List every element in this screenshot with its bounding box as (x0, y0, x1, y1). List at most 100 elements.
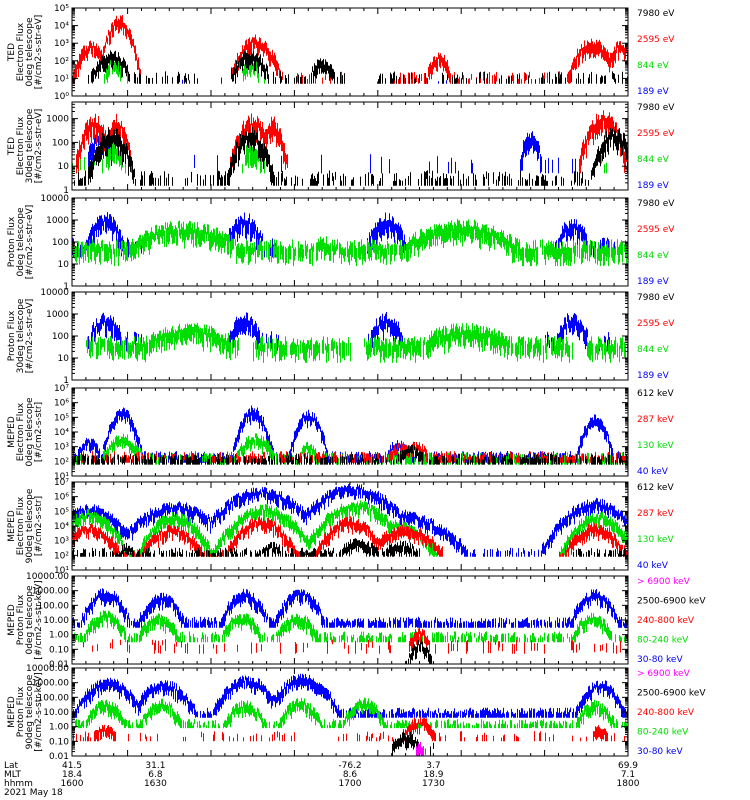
legend-189-ev: 189 eV (637, 371, 670, 381)
panel-1-ylabel: TEDElectron Flux0deg telescope[#/cm2-s-s… (7, 15, 44, 90)
ylabel-line: 90deg telescope (25, 674, 35, 749)
series-2500-6900-kev (406, 639, 434, 664)
y-tick-label: 10⁷ (54, 478, 69, 488)
legend-189-ev: 189 eV (637, 181, 670, 191)
y-tick-label: 10³ (54, 537, 69, 547)
footer-hhmm-value: 1730 (422, 779, 445, 789)
ylabel-line: TED (7, 43, 17, 62)
y-tick-label: 1000 (46, 310, 69, 320)
legend-844-ev: 844 eV (637, 345, 670, 355)
footer-lat-value: 41.5 (62, 761, 82, 771)
y-tick-label: 1000 (46, 115, 69, 125)
ylabel-line: MEPED (7, 416, 17, 448)
footer-mlt-value: 8.6 (343, 770, 358, 780)
y-tick-label: 10⁰ (54, 92, 69, 102)
footer-mlt-value: 6.8 (148, 770, 163, 780)
footer-row-label: hhmm (4, 779, 33, 789)
ylabel-line: 90deg telescope (25, 488, 35, 563)
panel-7-ylabel: MEPEDProton Flux0deg telescope[#/cm2-s-s… (7, 580, 44, 659)
y-tick-label: 0.01 (49, 752, 69, 762)
y-tick-label: 10000 (40, 194, 69, 204)
y-tick-label: 10⁴ (54, 22, 69, 32)
legend-612-kev: 612 keV (637, 389, 674, 399)
ylabel-line: [#/cm2-s-str-eV] (34, 109, 44, 184)
panel-5-data (72, 405, 628, 465)
y-tick-label: 1.00 (49, 723, 69, 733)
y-tick-label: 10¹ (54, 74, 69, 84)
legend-130-kev: 130 keV (637, 535, 674, 545)
footer-hhmm-value: 1600 (61, 779, 84, 789)
legend-80-240-kev: 80-240 keV (637, 636, 689, 646)
legend-189-ev: 189 eV (637, 277, 670, 287)
ylabel-line: MEPED (7, 604, 17, 636)
y-tick-label: 1000.00 (32, 679, 69, 689)
y-tick-label: 10¹ (54, 472, 69, 482)
legend-612-kev: 612 keV (637, 483, 674, 493)
legend-7980-ev: 7980 eV (637, 293, 675, 303)
ylabel-line: Electron Flux (16, 22, 26, 81)
series-844-ev (72, 218, 628, 267)
y-tick-label: 10⁶ (54, 399, 69, 409)
y-tick-label: 0.10 (49, 737, 69, 747)
footer-mlt-value: 18.4 (62, 770, 82, 780)
y-tick-label: 10⁵ (54, 413, 69, 423)
series-189-ev (88, 312, 610, 352)
ylabel-line: [#/cm2-s-str-eV] (25, 299, 35, 374)
y-tick-label: 1000.00 (32, 587, 69, 597)
y-tick-label: 10 (58, 162, 70, 172)
series-189-ev (88, 128, 576, 174)
legend-80-240-kev: 80-240 keV (637, 728, 689, 738)
legend-130-kev: 130 keV (637, 441, 674, 451)
ylabel-line: Proton Flux (7, 310, 17, 361)
panel-3-ylabel: Proton Flux0deg telescope[#/cm2-s-str-eV… (7, 205, 35, 280)
panel-4-ylabel: Proton Flux30deg telescope[#/cm2-s-str-e… (7, 298, 35, 373)
legend-7980-ev: 7980 eV (637, 103, 675, 113)
y-tick-label: 10.00 (43, 708, 69, 718)
panel-4-data (86, 312, 628, 363)
y-tick-label: 1 (63, 186, 69, 196)
panel-6-ylabel: MEPEDElectron Flux90deg telescope[#/cm2-… (7, 488, 44, 563)
y-tick-label: 10³ (54, 443, 69, 453)
legend-240-800-kev: 240-800 keV (637, 708, 695, 718)
legend-7980-ev: 7980 eV (637, 199, 675, 209)
ylabel-line: 0deg telescope (25, 17, 35, 87)
series-240-800-kev (73, 716, 628, 742)
ylabel-line: Electron Flux (16, 116, 26, 175)
y-tick-label: 1 (63, 376, 69, 386)
legend-30-80-kev: 30-80 keV (637, 655, 683, 665)
y-tick-label: 10⁵ (54, 507, 69, 517)
y-tick-label: 10 (58, 354, 70, 364)
y-tick-label: 10² (54, 551, 69, 561)
legend-287-kev: 287 keV (637, 509, 674, 519)
y-tick-label: 10.00 (43, 616, 69, 626)
ylabel-line: 30deg telescope (16, 298, 26, 373)
legend-7980-ev: 7980 eV (637, 9, 675, 19)
y-tick-label: 100.00 (38, 601, 70, 611)
panel-2-ylabel: TEDElectron Flux30deg telescope[#/cm2-s-… (7, 108, 44, 183)
y-tick-label: 10⁴ (54, 522, 69, 532)
footer-lat-value: 31.1 (145, 761, 165, 771)
y-tick-label: 1 (63, 282, 69, 292)
panel-2-frame (71, 101, 629, 191)
ylabel-line: Proton Flux (7, 216, 17, 267)
legend-2595-ev: 2595 eV (637, 319, 675, 329)
legend-2595-ev: 2595 eV (637, 129, 675, 139)
ylabel-line: [#/cm2-s-str] (34, 402, 44, 462)
y-tick-label: 10⁵ (54, 4, 69, 14)
series-7980-ev (72, 49, 628, 84)
series-2595-ev (76, 110, 628, 174)
panel-5-ylabel: MEPEDElectron Flux0deg telescope[#/cm2-s… (7, 397, 44, 467)
footer-row-label: 2021 May 18 (4, 788, 63, 798)
ylabel-line: Electron Flux (16, 402, 26, 461)
series-240-800-kev (83, 627, 621, 654)
footer-row-label: MLT (4, 770, 22, 780)
panel-8-ylabel: MEPEDProton Flux90deg telescope[#/cm2-s-… (7, 672, 44, 751)
legend-2595-ev: 2595 eV (637, 225, 675, 235)
ylabel-line: [#/cm2-s-str-keV] (34, 672, 44, 751)
footer-lat-value: 3.7 (426, 761, 440, 771)
footer-hhmm-value: 1700 (339, 779, 362, 789)
y-tick-label: 10⁴ (54, 428, 69, 438)
ylabel-line: Proton Flux (16, 686, 26, 737)
y-tick-label: 10² (54, 457, 69, 467)
panel-3-data (72, 212, 628, 267)
